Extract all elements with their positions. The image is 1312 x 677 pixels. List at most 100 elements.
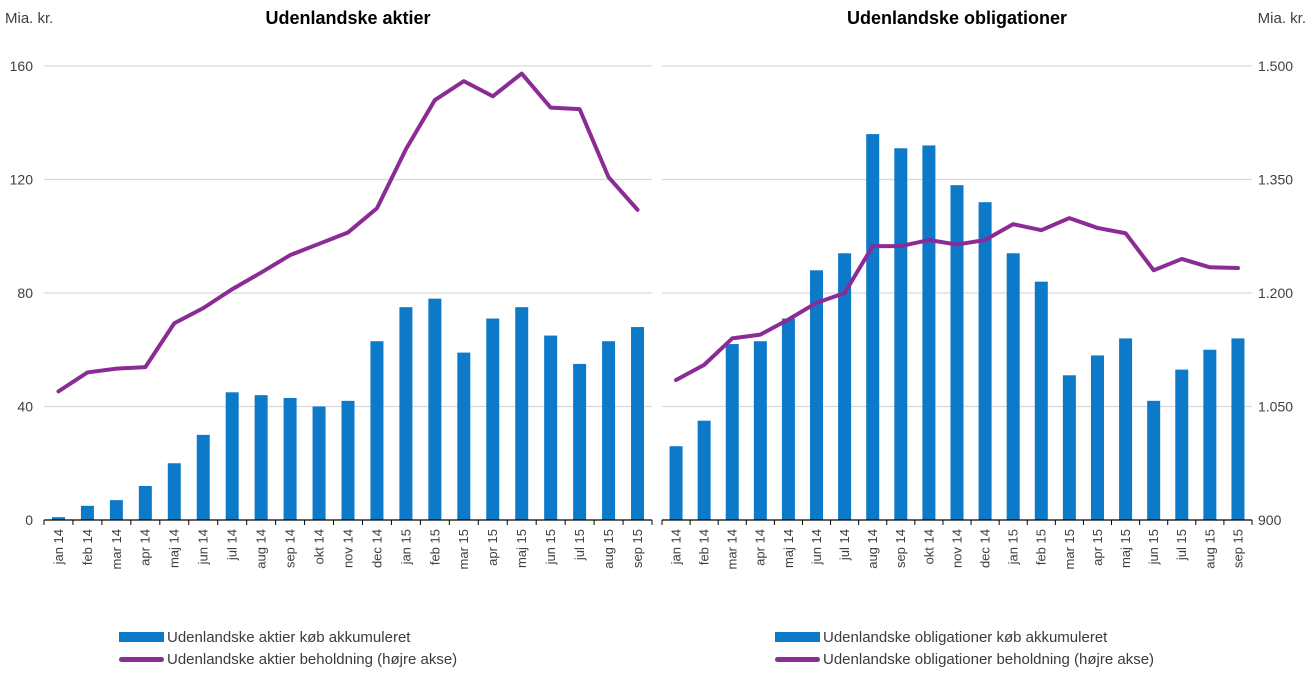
bar	[978, 202, 992, 520]
x-axis-label: apr 14	[753, 529, 768, 566]
y-axis-tick-label: 1.200	[1258, 285, 1293, 301]
bar	[138, 485, 152, 520]
bar	[341, 400, 355, 520]
x-axis-label: sep 15	[1230, 529, 1245, 568]
bar	[950, 185, 964, 521]
x-axis-label: jun 14	[809, 529, 824, 565]
line-swatch	[775, 656, 820, 662]
legend-item: Udenlandske aktier køb akkumuleret	[119, 626, 457, 648]
bar	[669, 446, 683, 520]
x-axis-labels: jan 14 feb 14 mar 14 apr 14 maj 14 jun 14 jul …	[668, 529, 1245, 569]
x-axis-label: okt 14	[311, 529, 326, 564]
obligationer-legend: Udenlandske obligationer køb akkumuleret…	[775, 626, 1154, 670]
bar	[1203, 349, 1217, 520]
legend-item: Udenlandske aktier beholdning (højre aks…	[119, 648, 457, 670]
y-axis-tick-label: 1.050	[1258, 398, 1293, 414]
bar	[1147, 400, 1161, 520]
x-axis-label: maj 14	[167, 529, 182, 568]
y-axis-tick-label: 900	[1258, 512, 1282, 528]
bars-series	[669, 134, 1245, 521]
x-axis-label: okt 14	[921, 529, 936, 564]
gridlines	[44, 65, 652, 408]
x-axis-label: aug 14	[254, 529, 269, 569]
x-axis-label: nov 14	[340, 529, 355, 568]
bars-series	[51, 298, 645, 520]
x-axis-label: apr 14	[138, 529, 153, 566]
bar	[109, 500, 123, 520]
legend-label: Udenlandske obligationer køb akkumuleret	[823, 628, 1108, 646]
y-axis-tick-label: 0	[25, 512, 33, 528]
x-axis-label: maj 15	[1118, 529, 1133, 568]
x-axis-label: feb 14	[697, 529, 712, 565]
bar	[254, 395, 268, 520]
bar	[631, 327, 645, 520]
bar	[1090, 355, 1104, 520]
left-axis-unit-label: Mia. kr.	[5, 10, 54, 27]
x-axis-label: feb 15	[1034, 529, 1049, 565]
x-axis-label: aug 15	[601, 529, 616, 569]
bar	[1231, 338, 1245, 520]
legend-label: Udenlandske obligationer beholdning (høj…	[823, 650, 1155, 668]
bar	[725, 344, 739, 520]
y-axis-tick-label: 1.500	[1258, 58, 1293, 74]
bar	[1175, 369, 1189, 520]
x-axis-label: apr 15	[485, 529, 500, 566]
bar-swatch	[119, 632, 164, 642]
x-axis-label: dec 14	[369, 529, 384, 568]
x-axis-label: jun 15	[543, 529, 558, 565]
legend-item: Udenlandske obligationer køb akkumuleret	[775, 626, 1154, 648]
x-axis-label: jan 14	[668, 529, 683, 565]
x-axis-label: mar 15	[456, 529, 471, 569]
x-axis-label: mar 14	[109, 529, 124, 569]
x-axis-label: feb 15	[427, 529, 442, 565]
y-axis-labels: 900 1.050 1.200 1.350 1.500	[1258, 58, 1293, 528]
line-swatch	[119, 656, 164, 662]
x-axis-label: jan 14	[51, 529, 66, 565]
bar	[838, 253, 852, 520]
x-axis-label: dec 14	[978, 529, 993, 568]
aktier-legend: Udenlandske aktier køb akkumuleret Udenl…	[119, 626, 457, 670]
bar	[753, 341, 767, 520]
x-axis-label: mar 14	[725, 529, 740, 569]
bar	[428, 298, 442, 520]
x-axis-label: sep 14	[283, 529, 298, 568]
bar	[1119, 338, 1133, 520]
bar	[486, 318, 500, 520]
x-axis-label: aug 14	[865, 529, 880, 569]
bar	[283, 397, 297, 520]
bar-swatch	[775, 632, 820, 642]
legend-label: Udenlandske aktier køb akkumuleret	[167, 628, 411, 646]
bar	[399, 307, 413, 520]
x-axis-label: jun 14	[196, 529, 211, 565]
bar	[602, 341, 616, 520]
bar	[196, 434, 210, 520]
bar	[781, 318, 795, 520]
x-axis-label: jan 15	[398, 529, 413, 565]
x-axis-label: jul 15	[572, 529, 587, 561]
holdings-line	[56, 71, 640, 394]
y-axis-tick-label: 120	[10, 171, 34, 187]
x-axis-label: feb 14	[80, 529, 95, 565]
x-axis	[661, 519, 1253, 525]
y-axis-tick-label: 160	[10, 58, 34, 74]
x-axis-label: maj 15	[514, 529, 529, 568]
bar	[697, 420, 711, 520]
x-axis-label: mar 15	[1062, 529, 1077, 569]
x-axis-label: jun 15	[1146, 529, 1161, 565]
y-axis-tick-label: 40	[17, 398, 33, 414]
y-axis-tick-label: 80	[17, 285, 33, 301]
bar	[51, 517, 65, 520]
bar	[370, 341, 384, 520]
bar	[894, 148, 908, 520]
x-axis-labels: jan 14 feb 14 mar 14 apr 14 maj 14 jun 14 jul …	[51, 529, 645, 569]
x-axis-label: apr 15	[1090, 529, 1105, 566]
bar	[544, 335, 558, 520]
x-axis-label: sep 15	[630, 529, 645, 568]
bar	[1006, 253, 1020, 520]
bar	[810, 270, 824, 520]
x-axis-label: sep 14	[893, 529, 908, 568]
x-axis-label: nov 14	[949, 529, 964, 568]
aktier-chart-title: Udenlandske aktier	[265, 8, 431, 28]
right-axis-unit-label: Mia. kr.	[1257, 10, 1306, 27]
